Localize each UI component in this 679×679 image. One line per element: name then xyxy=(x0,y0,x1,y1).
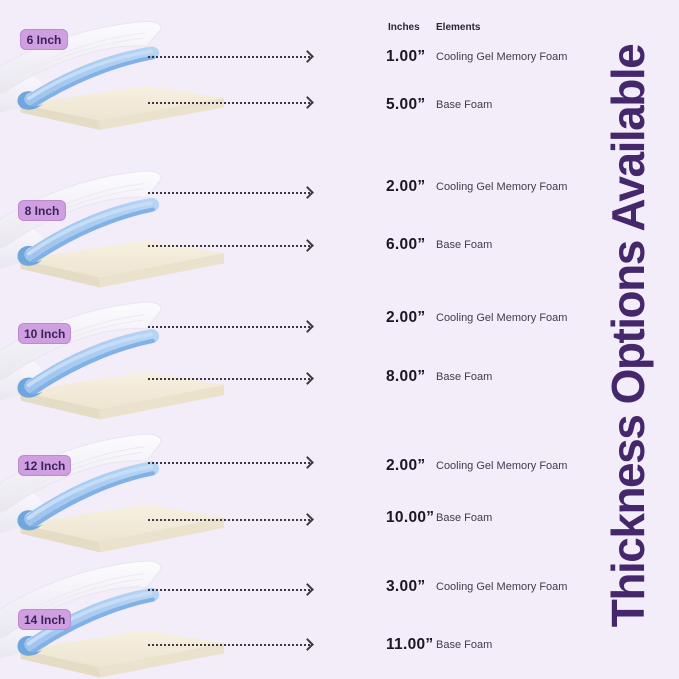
thickness-badge-12-inch: 12 Inch xyxy=(18,455,72,476)
table-row: 6.00” Base Foam xyxy=(386,235,492,255)
element-label: Cooling Gel Memory Foam xyxy=(436,460,568,472)
dotted-arrow-right-icon xyxy=(148,378,310,380)
badge-label: 14 Inch xyxy=(24,612,66,627)
header-elements: Elements xyxy=(436,21,481,33)
badge-label: 6 Inch xyxy=(26,32,62,47)
badge-label: 8 Inch xyxy=(24,203,60,218)
inches-value: 8.00” xyxy=(386,368,426,385)
thickness-badge-6-inch: 6 Inch xyxy=(20,29,68,50)
table-header: Inches Elements xyxy=(388,20,480,34)
inches-value: 11.00” xyxy=(386,636,434,653)
inches-value: 2.00” xyxy=(386,457,426,474)
inches-value: 5.00” xyxy=(386,96,426,113)
table-row: 1.00” Cooling Gel Memory Foam xyxy=(386,47,567,67)
inches-value: 2.00” xyxy=(386,178,426,195)
table-row: 3.00” Cooling Gel Memory Foam xyxy=(386,577,567,597)
page-title: Thickness Options Available xyxy=(602,44,654,628)
dotted-arrow-right-icon xyxy=(148,326,310,328)
badge-label: 10 Inch xyxy=(24,326,66,341)
table-row: 2.00” Cooling Gel Memory Foam xyxy=(386,456,567,476)
dotted-arrow-right-icon xyxy=(148,192,310,194)
mattress-illustration-12-inch xyxy=(0,427,234,559)
thickness-badge-14-inch: 14 Inch xyxy=(18,609,72,630)
element-label: Cooling Gel Memory Foam xyxy=(436,312,568,324)
inches-value: 10.00” xyxy=(386,509,435,526)
table-row: 2.00” Cooling Gel Memory Foam xyxy=(386,308,567,328)
table-row: 2.00” Cooling Gel Memory Foam xyxy=(386,177,567,197)
element-label: Base Foam xyxy=(436,99,493,111)
dotted-arrow-right-icon xyxy=(148,589,310,591)
dotted-arrow-right-icon xyxy=(148,519,310,521)
dotted-arrow-right-icon xyxy=(148,462,310,464)
table-row: 5.00” Base Foam xyxy=(386,95,492,115)
dotted-arrow-right-icon xyxy=(148,644,310,646)
header-inches: Inches xyxy=(388,21,420,33)
inches-value: 1.00” xyxy=(386,48,426,65)
table-row: 8.00” Base Foam xyxy=(386,367,492,387)
element-label: Cooling Gel Memory Foam xyxy=(436,181,568,193)
element-label: Base Foam xyxy=(436,512,493,524)
mattress-illustration-8-inch xyxy=(0,164,234,294)
inches-value: 3.00” xyxy=(386,578,426,595)
element-label: Base Foam xyxy=(436,639,493,651)
table-row: 11.00” Base Foam xyxy=(386,635,492,655)
element-label: Cooling Gel Memory Foam xyxy=(436,581,568,593)
element-label: Cooling Gel Memory Foam xyxy=(436,51,568,63)
dotted-arrow-right-icon xyxy=(148,102,310,104)
dotted-arrow-right-icon xyxy=(148,245,310,247)
thickness-badge-8-inch: 8 Inch xyxy=(18,200,66,221)
element-label: Base Foam xyxy=(436,371,493,383)
dotted-arrow-right-icon xyxy=(148,56,310,58)
mattress-illustration-10-inch xyxy=(0,295,234,426)
table-row: 10.00” Base Foam xyxy=(386,508,492,528)
element-label: Base Foam xyxy=(436,239,493,251)
inches-value: 2.00” xyxy=(386,309,426,326)
inches-value: 6.00” xyxy=(386,236,426,253)
thickness-badge-10-inch: 10 Inch xyxy=(18,323,72,344)
badge-label: 12 Inch xyxy=(24,458,66,473)
